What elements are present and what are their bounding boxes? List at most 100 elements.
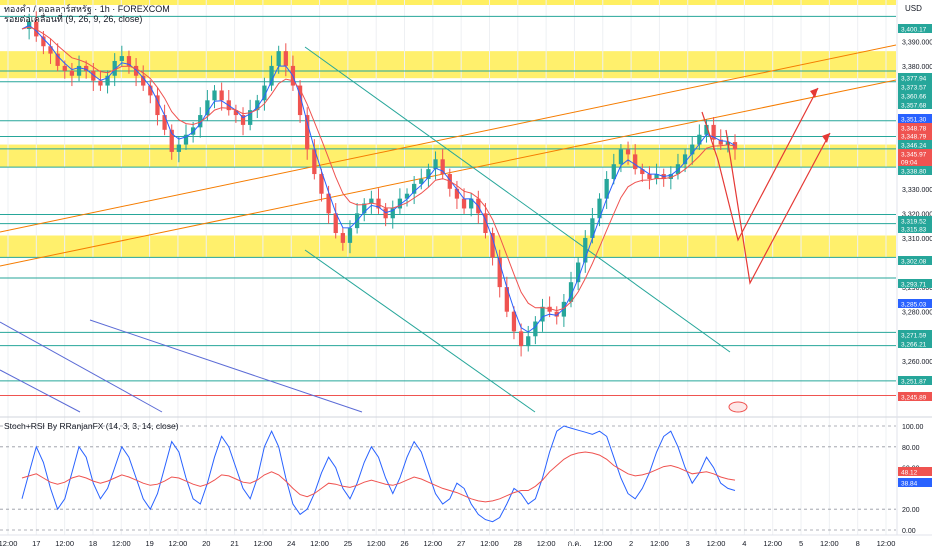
candle-body	[647, 174, 652, 179]
candle-body	[625, 149, 631, 155]
candle-body	[440, 159, 445, 175]
candle-body	[469, 198, 474, 209]
time-tick-label: 12:00	[254, 539, 273, 548]
indicator-value-text: 38.84	[901, 481, 918, 488]
event-flag-icon	[728, 401, 748, 413]
candle-body	[362, 203, 367, 214]
candle-body	[490, 233, 495, 258]
blue-trend-line-2	[0, 369, 81, 413]
time-tick-label: 8	[856, 539, 860, 548]
time-tick-label: 12:00	[480, 539, 499, 548]
chart-title: ทองคำ / ดอลลาร์สหรัฐ · 1h · FOREXCOM	[4, 3, 170, 15]
time-tick-label: 12:00	[537, 539, 556, 548]
candle-body	[633, 154, 638, 170]
price-label-text: 3,357.68	[901, 103, 927, 110]
time-tick-label: 12:00	[112, 539, 131, 548]
candle-body	[497, 257, 502, 288]
candle-body	[198, 115, 203, 128]
currency-label: USD	[905, 4, 922, 13]
candle-body	[169, 129, 174, 152]
candle-body	[176, 144, 181, 152]
indicator-value-badge	[898, 478, 932, 487]
candle-body	[41, 36, 46, 47]
price-label-badge	[898, 279, 932, 288]
upper-channel-line	[0, 44, 897, 233]
candle-body	[618, 149, 624, 165]
time-tick-label: 12:00	[707, 539, 726, 548]
price-label-text: 3,360.66	[901, 94, 927, 101]
candle-body	[483, 213, 488, 234]
price-tick-label: 3,330.000	[902, 187, 932, 194]
candle-body	[718, 139, 723, 145]
ma-slow-line	[21, 26, 736, 312]
candle-body	[340, 233, 345, 243]
candle-body	[461, 198, 467, 209]
candle-body	[91, 70, 96, 81]
time-tick-label: 19	[145, 539, 153, 548]
time-tick-label: 5	[799, 539, 803, 548]
price-label-text: 3,266.21	[901, 342, 927, 349]
time-tick-label: 12:00	[169, 539, 188, 548]
price-label-badge	[898, 299, 932, 308]
candle-body	[369, 198, 374, 204]
time-tick-label: 18	[89, 539, 97, 548]
candle-body	[148, 85, 153, 96]
price-label-text: 3,348.78	[901, 126, 927, 133]
time-tick-label: 21	[230, 539, 238, 548]
price-tick-label: 3,290.000	[902, 285, 932, 292]
price-label-text: 3,351.30	[901, 117, 927, 124]
candle-body	[397, 198, 403, 209]
time-tick-label: 12:00	[0, 539, 17, 548]
indicator-tick-label: 20.00	[902, 507, 920, 514]
price-label-badge	[898, 91, 932, 100]
candle-body	[76, 65, 82, 76]
price-label-badge	[898, 73, 932, 82]
support-resistance-zone-1	[0, 144, 896, 168]
price-label-text: 3,345.97	[901, 152, 927, 159]
candle-body	[654, 174, 659, 179]
time-tick-label: 2	[629, 539, 633, 548]
candle-body	[390, 208, 395, 219]
ma-fast-line	[21, 24, 736, 333]
time-tick-label: 12:00	[310, 539, 329, 548]
candle-body	[283, 51, 288, 66]
time-tick-label: 25	[344, 539, 352, 548]
price-label-badge	[898, 149, 932, 158]
price-label-badge	[898, 140, 932, 149]
price-label-badge	[898, 376, 932, 385]
candle-body	[219, 90, 224, 101]
candle-body	[547, 306, 552, 312]
candle-body	[454, 188, 460, 199]
price-label-badge	[898, 392, 932, 401]
time-tick-label: 12:00	[55, 539, 74, 548]
time-tick-label: 17	[32, 539, 40, 548]
candle-body	[255, 100, 260, 111]
candle-body	[412, 183, 417, 194]
candle-body	[404, 193, 410, 199]
price-label-text: 3,400.17	[901, 27, 927, 34]
candle-body	[133, 65, 139, 76]
time-tick-label: ก.ค.	[568, 539, 582, 548]
price-label-text: 3,251.87	[901, 379, 927, 386]
price-tick-label: 3,320.000	[902, 211, 932, 218]
indicator-value-badge	[898, 467, 932, 476]
time-tick-label: 12:00	[593, 539, 612, 548]
price-label-text: 3,377.94	[901, 76, 927, 83]
candle-body	[597, 198, 602, 219]
candle-body	[126, 56, 132, 66]
candle-body	[69, 70, 75, 76]
price-label-text: 3,346.24	[901, 143, 927, 150]
price-label-text: 3,293.71	[901, 282, 927, 289]
descending-channel-bottom	[304, 249, 536, 413]
candle-body	[112, 60, 117, 76]
price-label-badge	[898, 82, 932, 91]
candle-body	[48, 46, 53, 54]
price-label-badge	[898, 256, 932, 265]
indicator-series-rsi	[21, 451, 736, 503]
candle-body	[383, 208, 388, 219]
candle-body	[84, 65, 89, 71]
indicator-series-stoch	[21, 425, 736, 523]
candle-body	[540, 306, 545, 322]
candle-body	[248, 110, 253, 125]
